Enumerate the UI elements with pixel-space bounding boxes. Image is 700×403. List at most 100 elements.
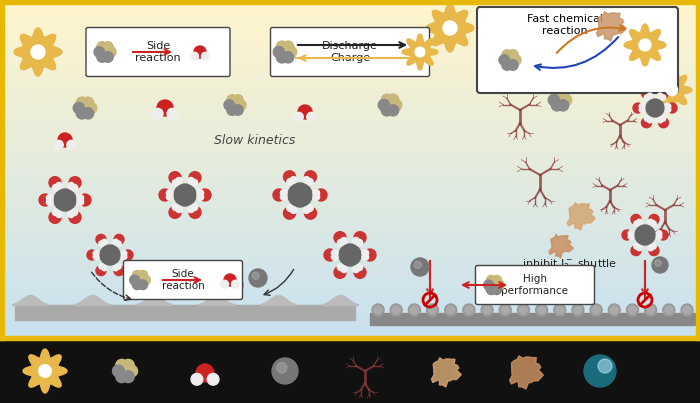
Circle shape <box>683 306 691 314</box>
Circle shape <box>554 304 566 316</box>
Bar <box>0 170 700 176</box>
Circle shape <box>56 183 62 189</box>
Bar <box>0 102 700 108</box>
Bar <box>0 233 700 238</box>
Circle shape <box>681 304 693 316</box>
Bar <box>0 96 700 102</box>
Circle shape <box>130 275 139 285</box>
Circle shape <box>121 251 127 256</box>
Circle shape <box>657 93 663 99</box>
Circle shape <box>113 365 125 377</box>
Circle shape <box>334 232 346 244</box>
Circle shape <box>411 258 429 276</box>
Circle shape <box>667 103 677 113</box>
Circle shape <box>415 47 425 57</box>
Circle shape <box>510 55 521 65</box>
Bar <box>0 204 700 210</box>
Circle shape <box>639 104 645 109</box>
Circle shape <box>331 250 338 256</box>
Bar <box>0 74 700 79</box>
Circle shape <box>199 189 211 201</box>
Circle shape <box>334 266 346 278</box>
Circle shape <box>56 211 62 218</box>
Bar <box>0 278 700 283</box>
Circle shape <box>608 304 620 316</box>
Bar <box>0 79 700 85</box>
Circle shape <box>191 179 197 186</box>
Bar <box>0 28 700 34</box>
Circle shape <box>121 254 127 260</box>
Circle shape <box>492 285 502 295</box>
Circle shape <box>135 275 145 285</box>
Circle shape <box>96 266 106 276</box>
Circle shape <box>220 280 228 288</box>
Circle shape <box>38 365 51 377</box>
Circle shape <box>113 265 118 271</box>
Bar <box>0 244 700 249</box>
Circle shape <box>483 306 491 314</box>
Circle shape <box>97 52 107 62</box>
Circle shape <box>556 306 564 314</box>
Circle shape <box>590 304 602 316</box>
Circle shape <box>85 102 97 114</box>
Circle shape <box>444 304 456 316</box>
Bar <box>0 272 700 278</box>
Circle shape <box>69 177 81 189</box>
Circle shape <box>663 304 675 316</box>
Bar <box>0 142 700 147</box>
Circle shape <box>79 102 90 114</box>
Circle shape <box>94 47 104 57</box>
Circle shape <box>157 100 173 116</box>
Circle shape <box>307 112 316 121</box>
Circle shape <box>288 183 312 207</box>
Circle shape <box>388 94 399 105</box>
Polygon shape <box>652 70 692 110</box>
Circle shape <box>519 306 527 314</box>
Circle shape <box>552 100 563 111</box>
Circle shape <box>79 194 91 206</box>
Circle shape <box>188 177 194 184</box>
Bar <box>0 113 700 119</box>
Circle shape <box>552 89 563 100</box>
Bar <box>0 334 700 340</box>
Circle shape <box>138 270 148 280</box>
Circle shape <box>232 95 243 105</box>
Circle shape <box>508 60 518 70</box>
Circle shape <box>52 185 59 191</box>
Circle shape <box>382 105 393 116</box>
Circle shape <box>372 304 384 316</box>
Circle shape <box>176 177 183 184</box>
Circle shape <box>499 304 511 316</box>
Bar <box>0 119 700 125</box>
Circle shape <box>232 280 239 288</box>
Circle shape <box>276 363 287 373</box>
Circle shape <box>651 244 656 249</box>
Bar <box>0 130 700 136</box>
Circle shape <box>97 42 107 52</box>
Circle shape <box>204 268 211 276</box>
Circle shape <box>647 117 652 123</box>
Circle shape <box>635 225 655 245</box>
Circle shape <box>159 189 171 201</box>
Polygon shape <box>431 358 461 387</box>
Circle shape <box>114 235 124 244</box>
Circle shape <box>354 266 366 278</box>
Circle shape <box>93 251 99 256</box>
Circle shape <box>103 52 113 62</box>
Circle shape <box>353 237 359 244</box>
Circle shape <box>66 140 76 150</box>
Circle shape <box>196 364 214 382</box>
Circle shape <box>665 107 671 112</box>
Circle shape <box>167 190 173 196</box>
Circle shape <box>116 264 121 269</box>
Circle shape <box>276 41 288 52</box>
Circle shape <box>69 211 81 223</box>
Circle shape <box>465 306 473 314</box>
Circle shape <box>153 108 163 119</box>
Circle shape <box>382 94 393 105</box>
Circle shape <box>628 231 634 236</box>
Circle shape <box>87 250 97 260</box>
Polygon shape <box>23 349 67 393</box>
Polygon shape <box>596 12 626 41</box>
Circle shape <box>572 304 584 316</box>
